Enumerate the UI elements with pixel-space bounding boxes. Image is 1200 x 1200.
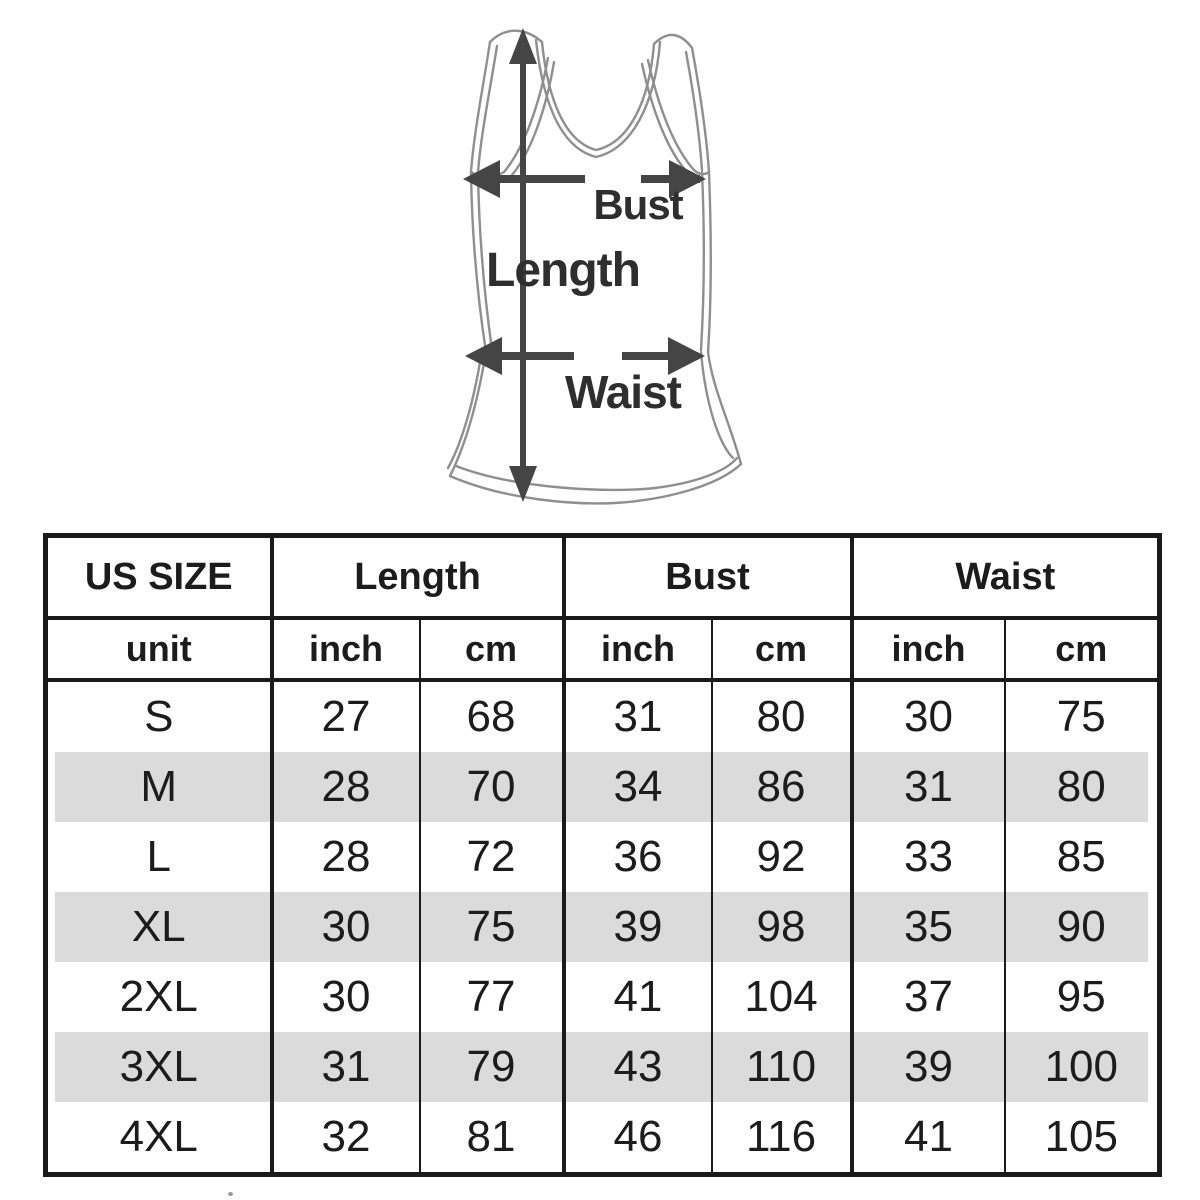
size-row-4xl: 4XL 32 81 46 116 41 105 — [46, 1102, 1160, 1175]
size-cell: S — [144, 692, 174, 741]
value-cell: 31 — [849, 752, 1005, 822]
size-cell: 4XL — [119, 1112, 198, 1161]
value-cell: 110 — [710, 1032, 852, 1102]
value-cell: 35 — [849, 892, 1005, 962]
value-cell: 31 — [269, 1032, 420, 1102]
header-length: Length — [269, 535, 564, 620]
value-cell: 98 — [710, 892, 852, 962]
value-cell: 41 — [561, 962, 712, 1032]
value-cell: 92 — [710, 822, 852, 892]
value-cell: 46 — [561, 1102, 712, 1175]
unit-cell: cm — [1003, 618, 1160, 682]
value-cell: 68 — [418, 680, 564, 752]
unit-cell: cm — [710, 618, 852, 682]
value-cell: 81 — [418, 1102, 564, 1175]
unit-cell: inch — [269, 618, 420, 682]
size-cell: M — [140, 762, 178, 811]
size-row-3xl: 3XL 31 79 43 110 39 100 — [45, 1032, 1160, 1102]
value-cell: 30 — [269, 962, 420, 1032]
value-cell: 95 — [1003, 962, 1160, 1032]
header-bust: Bust — [561, 535, 852, 620]
value-cell: 43 — [561, 1032, 712, 1102]
value-cell: 37 — [849, 962, 1005, 1032]
size-cell: XL — [131, 902, 186, 951]
value-cell: 116 — [710, 1102, 852, 1175]
value-cell: 41 — [849, 1102, 1005, 1175]
value-cell: 31 — [561, 680, 712, 752]
bust-label: Bust — [593, 181, 683, 228]
value-cell: 39 — [849, 1032, 1005, 1102]
value-cell: 85 — [1003, 822, 1160, 892]
unit-cell: cm — [418, 618, 564, 682]
size-cell: 3XL — [119, 1042, 198, 1091]
bust-arrow-icon — [463, 160, 706, 198]
size-cell: 2XL — [119, 972, 198, 1021]
value-cell: 100 — [1003, 1032, 1160, 1102]
value-cell: 36 — [561, 822, 712, 892]
value-cell: 75 — [418, 892, 564, 962]
tank-top-outline-icon — [446, 29, 743, 505]
value-cell: 105 — [1003, 1102, 1160, 1175]
measurement-diagram: Bust Length Waist — [446, 28, 743, 505]
value-cell: 27 — [269, 680, 420, 752]
unit-cell: inch — [561, 618, 712, 682]
length-label: Length — [486, 244, 640, 297]
value-cell: 34 — [561, 752, 712, 822]
value-cell: 90 — [1003, 892, 1160, 962]
waist-label: Waist — [565, 366, 682, 418]
size-row-m: M 28 70 34 86 31 80 — [45, 752, 1160, 822]
value-cell: 86 — [710, 752, 852, 822]
value-cell: 80 — [1003, 752, 1160, 822]
header-us-size: US SIZE — [45, 535, 272, 620]
table-unit-row: unit inch cm inch cm inch cm — [45, 618, 1160, 682]
value-cell: 72 — [418, 822, 564, 892]
value-cell: 28 — [269, 822, 420, 892]
value-cell: 32 — [269, 1102, 420, 1175]
header-waist: Waist — [849, 535, 1160, 620]
size-chart-table: US SIZE Length Bust Waist unit inch cm i… — [43, 533, 1163, 1177]
value-cell: 39 — [561, 892, 712, 962]
size-row-xl: XL 30 75 39 98 35 90 — [45, 892, 1160, 962]
value-cell: 70 — [418, 752, 564, 822]
table-group-header-row: US SIZE Length Bust Waist — [45, 535, 1160, 620]
length-arrow-icon — [509, 28, 537, 502]
value-cell: 77 — [418, 962, 564, 1032]
waist-arrow-icon — [465, 337, 705, 375]
value-cell: 75 — [1003, 680, 1160, 752]
value-cell: 28 — [269, 752, 420, 822]
value-cell: 80 — [710, 680, 852, 752]
artifact-dot — [228, 1192, 233, 1196]
size-cell: L — [146, 832, 171, 881]
value-cell: 30 — [269, 892, 420, 962]
value-cell: 79 — [418, 1032, 564, 1102]
unit-cell: inch — [849, 618, 1005, 682]
value-cell: 33 — [849, 822, 1005, 892]
value-cell: 104 — [710, 962, 852, 1032]
size-row-l: L 28 72 36 92 33 85 — [46, 822, 1160, 892]
size-row-s: S 27 68 31 80 30 75 — [46, 680, 1160, 752]
size-row-2xl: 2XL 30 77 41 104 37 95 — [46, 962, 1160, 1032]
unit-label: unit — [45, 618, 272, 682]
value-cell: 30 — [849, 680, 1005, 752]
